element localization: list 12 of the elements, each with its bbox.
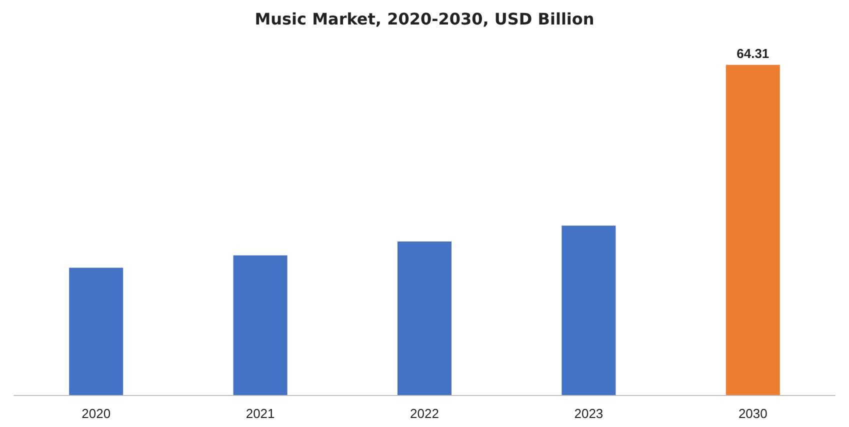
x-tick-label: 2022 xyxy=(410,406,439,421)
x-tick-label: 2023 xyxy=(574,406,604,421)
x-tick-label: 2030 xyxy=(738,406,768,421)
bar xyxy=(398,242,452,395)
bar xyxy=(233,255,288,395)
data-label: 64.31 xyxy=(736,46,770,61)
bar xyxy=(69,268,124,395)
bar xyxy=(726,64,780,395)
bar xyxy=(562,226,616,395)
x-tick-label: 2020 xyxy=(82,406,111,421)
x-tick-label: 2021 xyxy=(246,406,275,421)
chart-title: Music Market, 2020-2030, USD Billion xyxy=(254,10,594,28)
